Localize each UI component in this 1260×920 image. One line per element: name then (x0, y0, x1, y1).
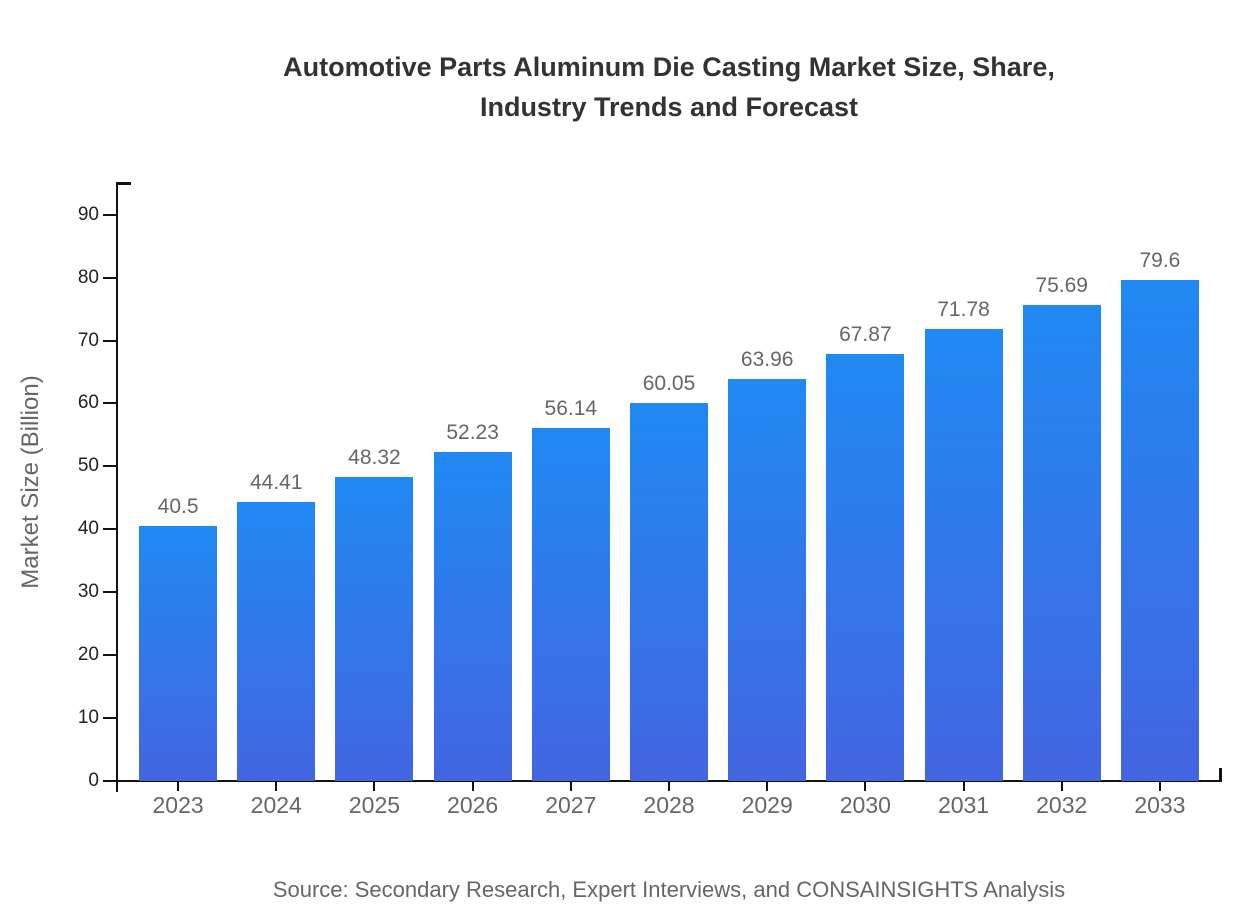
bar-value-label: 44.41 (249, 470, 303, 494)
bar-value-label: 48.32 (348, 445, 401, 469)
x-axis-tick-label: 2023 (152, 792, 204, 818)
bar-value-label: 71.78 (937, 298, 990, 322)
y-axis-tick-label: 30 (77, 581, 99, 603)
y-axis-tick (103, 780, 116, 782)
y-axis-tick (103, 717, 116, 720)
bar (1120, 280, 1199, 781)
bar (531, 427, 610, 781)
plot-area: 0 10 20 30 40 50 60 70 80 90 40.5 2023 44.41 2024 48.3… (78, 182, 1222, 818)
x-axis-tick (668, 782, 670, 791)
chart-title: Automotive Parts Aluminum Die Casting Ma… (118, 47, 1220, 127)
x-axis-tick-label: 2028 (643, 792, 695, 818)
bar-value-label: 75.69 (1035, 273, 1088, 297)
y-axis-tick (103, 213, 116, 216)
source-caption: Source: Secondary Research, Expert Inter… (272, 877, 1066, 902)
chart-title-line-2: Industry Trends and Forecast (479, 92, 859, 122)
x-axis-tick (275, 782, 278, 791)
bar (139, 526, 218, 781)
y-axis-tick (103, 654, 116, 657)
y-axis-tick-label: 0 (88, 770, 99, 791)
x-axis-tick-label: 2025 (348, 792, 401, 818)
y-axis-tick-label: 10 (77, 707, 99, 729)
bar (237, 501, 316, 781)
x-axis-tick-label: 2027 (545, 792, 597, 818)
x-axis-tick (177, 782, 180, 791)
x-axis-tick-label: 2033 (1134, 792, 1186, 818)
bar (924, 329, 1003, 781)
x-axis-tick (766, 782, 769, 791)
y-axis-tick (103, 276, 116, 279)
bar (826, 353, 905, 781)
bar (433, 452, 512, 781)
y-axis-tick-label: 20 (77, 644, 99, 666)
y-axis-tick-label: 80 (77, 266, 99, 288)
chart-title-line-1: Automotive Parts Aluminum Die Casting Ma… (283, 52, 1055, 82)
bar (1022, 304, 1101, 781)
bar-value-label: 40.5 (157, 495, 199, 519)
y-axis-tick-label: 70 (77, 329, 99, 351)
y-axis-tick-label: 50 (77, 455, 99, 477)
y-axis-end-cap (116, 182, 131, 185)
y-axis-tick (103, 465, 116, 468)
bar-value-label: 79.6 (1139, 249, 1181, 273)
y-axis-tick-label: 40 (77, 518, 99, 540)
x-axis-tick (864, 782, 867, 791)
y-axis-tick-label: 60 (77, 392, 99, 414)
x-axis-tick (1060, 782, 1063, 791)
y-axis-tick (103, 402, 116, 405)
y-axis-tick (103, 591, 116, 594)
x-axis-tick (1158, 782, 1161, 791)
bar (728, 378, 807, 781)
x-axis-tick-label: 2032 (1036, 792, 1088, 818)
bar (630, 403, 708, 781)
x-axis-end-cap (1219, 768, 1222, 782)
bar-value-label: 60.05 (642, 372, 696, 396)
x-axis-line (116, 780, 1222, 782)
x-axis-tick-label: 2026 (447, 792, 499, 818)
x-axis-tick-label: 2030 (839, 792, 891, 818)
bar-value-label: 56.14 (544, 396, 598, 420)
x-axis-tick (962, 782, 965, 791)
x-axis-tick-label: 2031 (937, 792, 990, 818)
y-axis-tick (103, 339, 116, 342)
bar-value-label: 63.96 (740, 347, 794, 371)
x-axis-tick (373, 782, 376, 791)
bar-value-label: 67.87 (839, 322, 892, 346)
bar (335, 476, 414, 781)
y-axis-line (116, 182, 118, 792)
x-axis-tick-label: 2029 (741, 792, 793, 818)
y-axis-tick-label: 90 (77, 203, 99, 225)
y-axis-title: Market Size (Billion) (17, 375, 44, 589)
y-axis-tick (103, 528, 116, 531)
x-axis-tick (569, 782, 572, 791)
x-axis-tick (471, 782, 474, 791)
x-axis-tick-label: 2024 (250, 792, 302, 818)
bar-value-label: 52.23 (446, 421, 499, 445)
